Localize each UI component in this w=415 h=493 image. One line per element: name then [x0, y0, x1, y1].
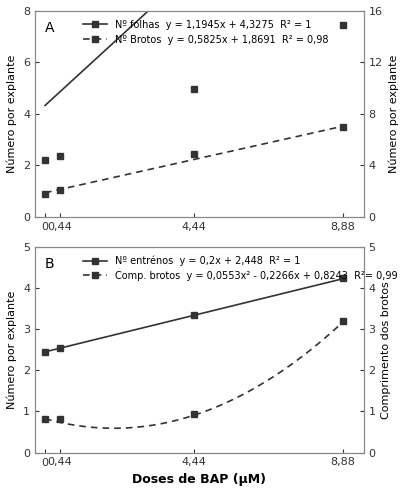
Y-axis label: Número por explante: Número por explante: [388, 55, 399, 173]
Text: A: A: [45, 21, 54, 35]
Y-axis label: Número por explante: Número por explante: [7, 290, 17, 409]
Y-axis label: Comprimento dos brotos: Comprimento dos brotos: [381, 281, 391, 419]
X-axis label: Doses de BAP (μM): Doses de BAP (μM): [132, 473, 266, 486]
Legend: Nº entrénos  y = 0,2x + 2,448  R² = 1, Comp. brotos  y = 0,0553x² - 0,2266x + 0,: Nº entrénos y = 0,2x + 2,448 R² = 1, Com…: [79, 251, 402, 285]
Legend: Nº folhas  y = 1,1945x + 4,3275  R² = 1, Nº Brotos  y = 0,5825x + 1,8691  R² = 0: Nº folhas y = 1,1945x + 4,3275 R² = 1, N…: [79, 16, 333, 48]
Text: B: B: [45, 257, 54, 271]
Y-axis label: Número por explante: Número por explante: [7, 55, 17, 173]
